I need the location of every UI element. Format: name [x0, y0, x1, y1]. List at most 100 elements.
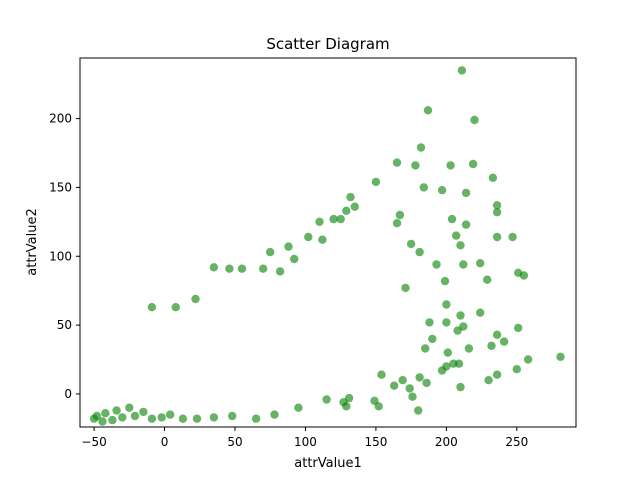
scatter-point [139, 407, 148, 417]
scatter-point [514, 323, 523, 333]
scatter-point [440, 276, 450, 286]
scatter-point [556, 352, 565, 361]
scatter-point [266, 247, 275, 257]
scatter-point [442, 362, 451, 371]
scatter-point [147, 414, 157, 423]
scatter-point [461, 220, 471, 229]
scatter-point [512, 365, 521, 374]
chart-title: Scatter Diagram [266, 35, 389, 53]
scatter-point [322, 395, 331, 404]
scatter-point [130, 411, 140, 421]
scatter-point [237, 264, 247, 273]
scatter-point [209, 413, 219, 422]
x-tick-label: 250 [505, 435, 528, 449]
scatter-point [415, 247, 424, 257]
scatter-point [125, 403, 134, 412]
scatter-point [304, 232, 313, 242]
scatter-point [92, 411, 102, 421]
scatter-point [492, 208, 502, 217]
scatter-point [284, 242, 293, 251]
scatter-point [456, 382, 465, 392]
scatter-point [416, 143, 426, 152]
scatter-point [523, 355, 533, 364]
scatter-point [470, 115, 479, 125]
y-axis-ticks: 0 50 100 150 200 [49, 112, 80, 401]
scatter-point [414, 406, 423, 415]
scatter-point [492, 370, 502, 379]
scatter-point [270, 410, 279, 419]
scatter-point [437, 186, 447, 195]
scatter-point [401, 283, 410, 293]
scatter-point [476, 259, 485, 268]
scatter-point [108, 415, 117, 425]
scatter-point [371, 177, 381, 187]
scatter-point [178, 414, 188, 423]
scatter-point [294, 403, 303, 412]
scatter-point [395, 210, 405, 220]
scatter-point [408, 392, 417, 401]
scatter-point [442, 300, 451, 309]
scatter-point [456, 311, 465, 320]
scatter-point [171, 303, 180, 312]
scatter-point [447, 214, 457, 224]
scatter-point [459, 322, 468, 331]
scatter-point [483, 275, 492, 284]
scatter-point [519, 271, 529, 280]
scatter-point [456, 241, 465, 250]
scatter-point [508, 232, 517, 242]
scatter-point [339, 398, 348, 407]
scatter-point [415, 373, 424, 382]
x-tick-label: −50 [81, 435, 106, 449]
scatter-point [392, 219, 402, 228]
scatter-point [459, 260, 468, 269]
scatter-point [468, 159, 478, 169]
y-tick-label: 100 [49, 249, 72, 263]
scatter-point [101, 409, 110, 418]
scatter-point [421, 344, 430, 353]
scatter-point [392, 158, 402, 167]
scatter-point [259, 264, 268, 273]
scatter-point [492, 330, 502, 339]
scatter-point [449, 359, 458, 368]
scatter-point [457, 66, 467, 75]
x-axis-label: attrValue1 [294, 456, 361, 471]
scatter-point [406, 239, 416, 249]
x-tick-label: 150 [364, 435, 387, 449]
scatter-point [318, 235, 327, 244]
scatter-point [336, 214, 345, 224]
scatter-point [390, 381, 399, 390]
scatter-point [118, 413, 127, 422]
scatter-point [405, 384, 414, 393]
scatter-point [192, 414, 202, 423]
scatter-point [346, 192, 355, 202]
scatter-point [432, 260, 441, 269]
x-tick-label: 200 [435, 435, 458, 449]
scatter-point [374, 402, 383, 411]
y-tick-label: 0 [64, 387, 72, 401]
scatter-point [443, 348, 452, 357]
scatter-point [464, 344, 474, 353]
scatter-point [476, 308, 485, 317]
scatter-point [112, 406, 121, 415]
scatter-point [488, 173, 498, 182]
scatter-point [350, 202, 359, 211]
scatter-point [377, 370, 386, 379]
scatter-point [290, 254, 299, 264]
scatter-point [428, 334, 437, 344]
y-tick-label: 50 [57, 318, 72, 332]
scatter-point [329, 214, 338, 224]
scatter-point [442, 318, 451, 327]
scatter-point [423, 106, 433, 115]
scatter-point [398, 376, 407, 385]
plot-area [79, 57, 577, 428]
x-tick-label: 0 [161, 435, 169, 449]
scatter-point [275, 267, 285, 276]
scatter-point [411, 161, 420, 170]
scatter-points [89, 66, 565, 426]
scatter-point [461, 188, 471, 198]
scatter-point [147, 303, 157, 312]
scatter-point [315, 217, 324, 226]
scatter-point [166, 410, 175, 419]
y-tick-label: 200 [49, 112, 72, 126]
